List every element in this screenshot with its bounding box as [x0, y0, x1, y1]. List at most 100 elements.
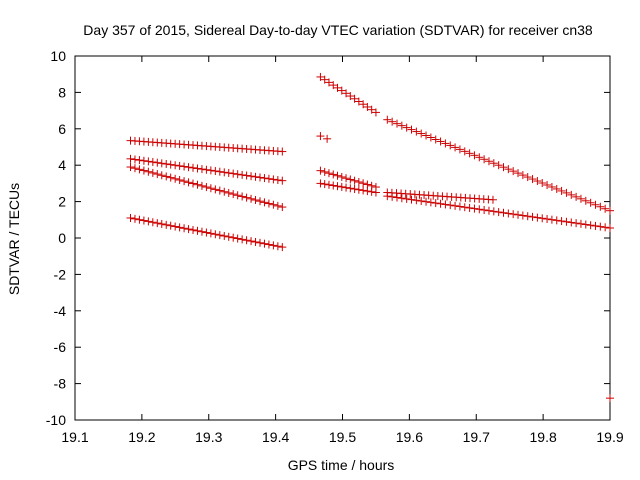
data-point-marker — [572, 219, 581, 228]
data-point-marker — [388, 117, 397, 126]
data-point-marker — [499, 163, 508, 172]
data-point-marker — [333, 182, 342, 191]
data-point-marker — [126, 154, 135, 163]
data-point-marker — [455, 145, 464, 154]
data-point-marker — [422, 131, 431, 140]
data-point-marker — [547, 182, 556, 191]
x-tick-label: 19.5 — [329, 429, 356, 445]
data-point-marker — [180, 224, 189, 233]
data-points — [126, 72, 614, 403]
data-point-marker — [224, 188, 233, 197]
data-point-marker — [162, 220, 171, 229]
data-point-marker — [211, 167, 220, 176]
data-point-marker — [359, 100, 368, 109]
y-tick-label: 8 — [58, 84, 66, 100]
data-point-marker — [130, 164, 139, 173]
x-tick-label: 19.8 — [530, 429, 557, 445]
data-point-marker — [189, 179, 198, 188]
data-point-marker — [601, 223, 610, 232]
data-point-marker — [273, 176, 282, 185]
data-point-marker — [171, 161, 180, 170]
y-tick-label: 10 — [50, 48, 66, 64]
data-point-marker — [126, 213, 135, 222]
data-point-marker — [269, 241, 278, 250]
data-point-marker — [148, 158, 157, 167]
data-point-marker — [197, 181, 206, 190]
data-point-marker — [206, 184, 215, 193]
data-point-marker — [547, 215, 556, 224]
data-point-marker — [562, 188, 571, 197]
data-point-marker — [329, 81, 338, 90]
data-point-marker — [509, 167, 518, 176]
data-point-marker — [354, 97, 363, 106]
data-point-marker — [354, 178, 363, 186]
data-point-marker — [175, 175, 184, 184]
data-point-marker — [489, 207, 498, 216]
data-point-marker — [383, 192, 392, 201]
data-point-marker — [586, 221, 595, 230]
data-point-marker — [346, 175, 355, 184]
data-point-marker — [215, 186, 224, 195]
data-point-marker — [538, 214, 547, 223]
data-point-marker — [175, 161, 184, 170]
data-point-marker — [504, 209, 513, 218]
data-point-marker — [139, 166, 148, 175]
data-point-marker — [337, 182, 346, 191]
data-point-marker — [320, 180, 329, 189]
x-tick-label: 19.4 — [262, 429, 289, 445]
data-point-marker — [251, 237, 260, 246]
data-point-marker — [601, 204, 610, 213]
data-point-marker — [264, 199, 273, 208]
data-point-marker — [489, 159, 498, 168]
data-point-marker — [153, 219, 162, 228]
data-point-marker — [166, 173, 175, 182]
data-point-marker — [528, 212, 537, 221]
data-point-marker — [392, 193, 401, 202]
data-point-marker — [567, 190, 576, 199]
data-point-marker — [153, 158, 162, 167]
data-point-marker — [475, 205, 484, 214]
y-tick-label: 2 — [58, 194, 66, 210]
data-point-marker — [371, 188, 380, 197]
data-point-marker — [233, 170, 242, 179]
data-point-marker — [193, 180, 202, 189]
data-point-marker — [596, 222, 605, 231]
data-point-marker — [135, 215, 144, 224]
y-tick-label: 4 — [58, 157, 66, 173]
data-point-marker — [269, 175, 278, 184]
data-point-marker — [184, 225, 193, 234]
data-point-marker — [342, 89, 351, 98]
data-point-marker — [446, 141, 455, 150]
data-point-marker — [184, 163, 193, 172]
data-point-marker — [139, 216, 148, 225]
y-tick-label: -2 — [54, 266, 67, 282]
data-point-marker — [233, 234, 242, 243]
data-point-marker — [260, 198, 269, 207]
data-point-marker — [242, 171, 251, 180]
x-tick-label: 19.3 — [195, 429, 222, 445]
data-point-marker — [255, 197, 264, 206]
data-point-marker — [273, 242, 282, 251]
data-point-marker — [417, 129, 426, 138]
data-point-marker — [465, 203, 474, 212]
data-point-marker — [269, 200, 278, 209]
data-point-marker — [350, 94, 359, 103]
data-point-marker — [157, 159, 166, 168]
data-point-marker — [233, 191, 242, 200]
data-point-marker — [337, 86, 346, 95]
data-point-marker — [206, 229, 215, 238]
data-point-marker — [184, 178, 193, 187]
data-point-marker — [576, 219, 585, 228]
data-point-marker — [255, 238, 264, 247]
data-point-marker — [229, 190, 238, 199]
data-point-marker — [484, 157, 493, 166]
data-point-marker — [224, 232, 233, 241]
data-point-marker — [247, 172, 256, 181]
data-point-marker — [251, 172, 260, 181]
data-point-marker — [166, 160, 175, 169]
data-point-marker — [367, 187, 376, 196]
y-tick-label: 0 — [58, 230, 66, 246]
data-point-marker — [316, 179, 325, 188]
data-point-marker — [130, 214, 139, 223]
data-point-marker — [342, 183, 351, 192]
